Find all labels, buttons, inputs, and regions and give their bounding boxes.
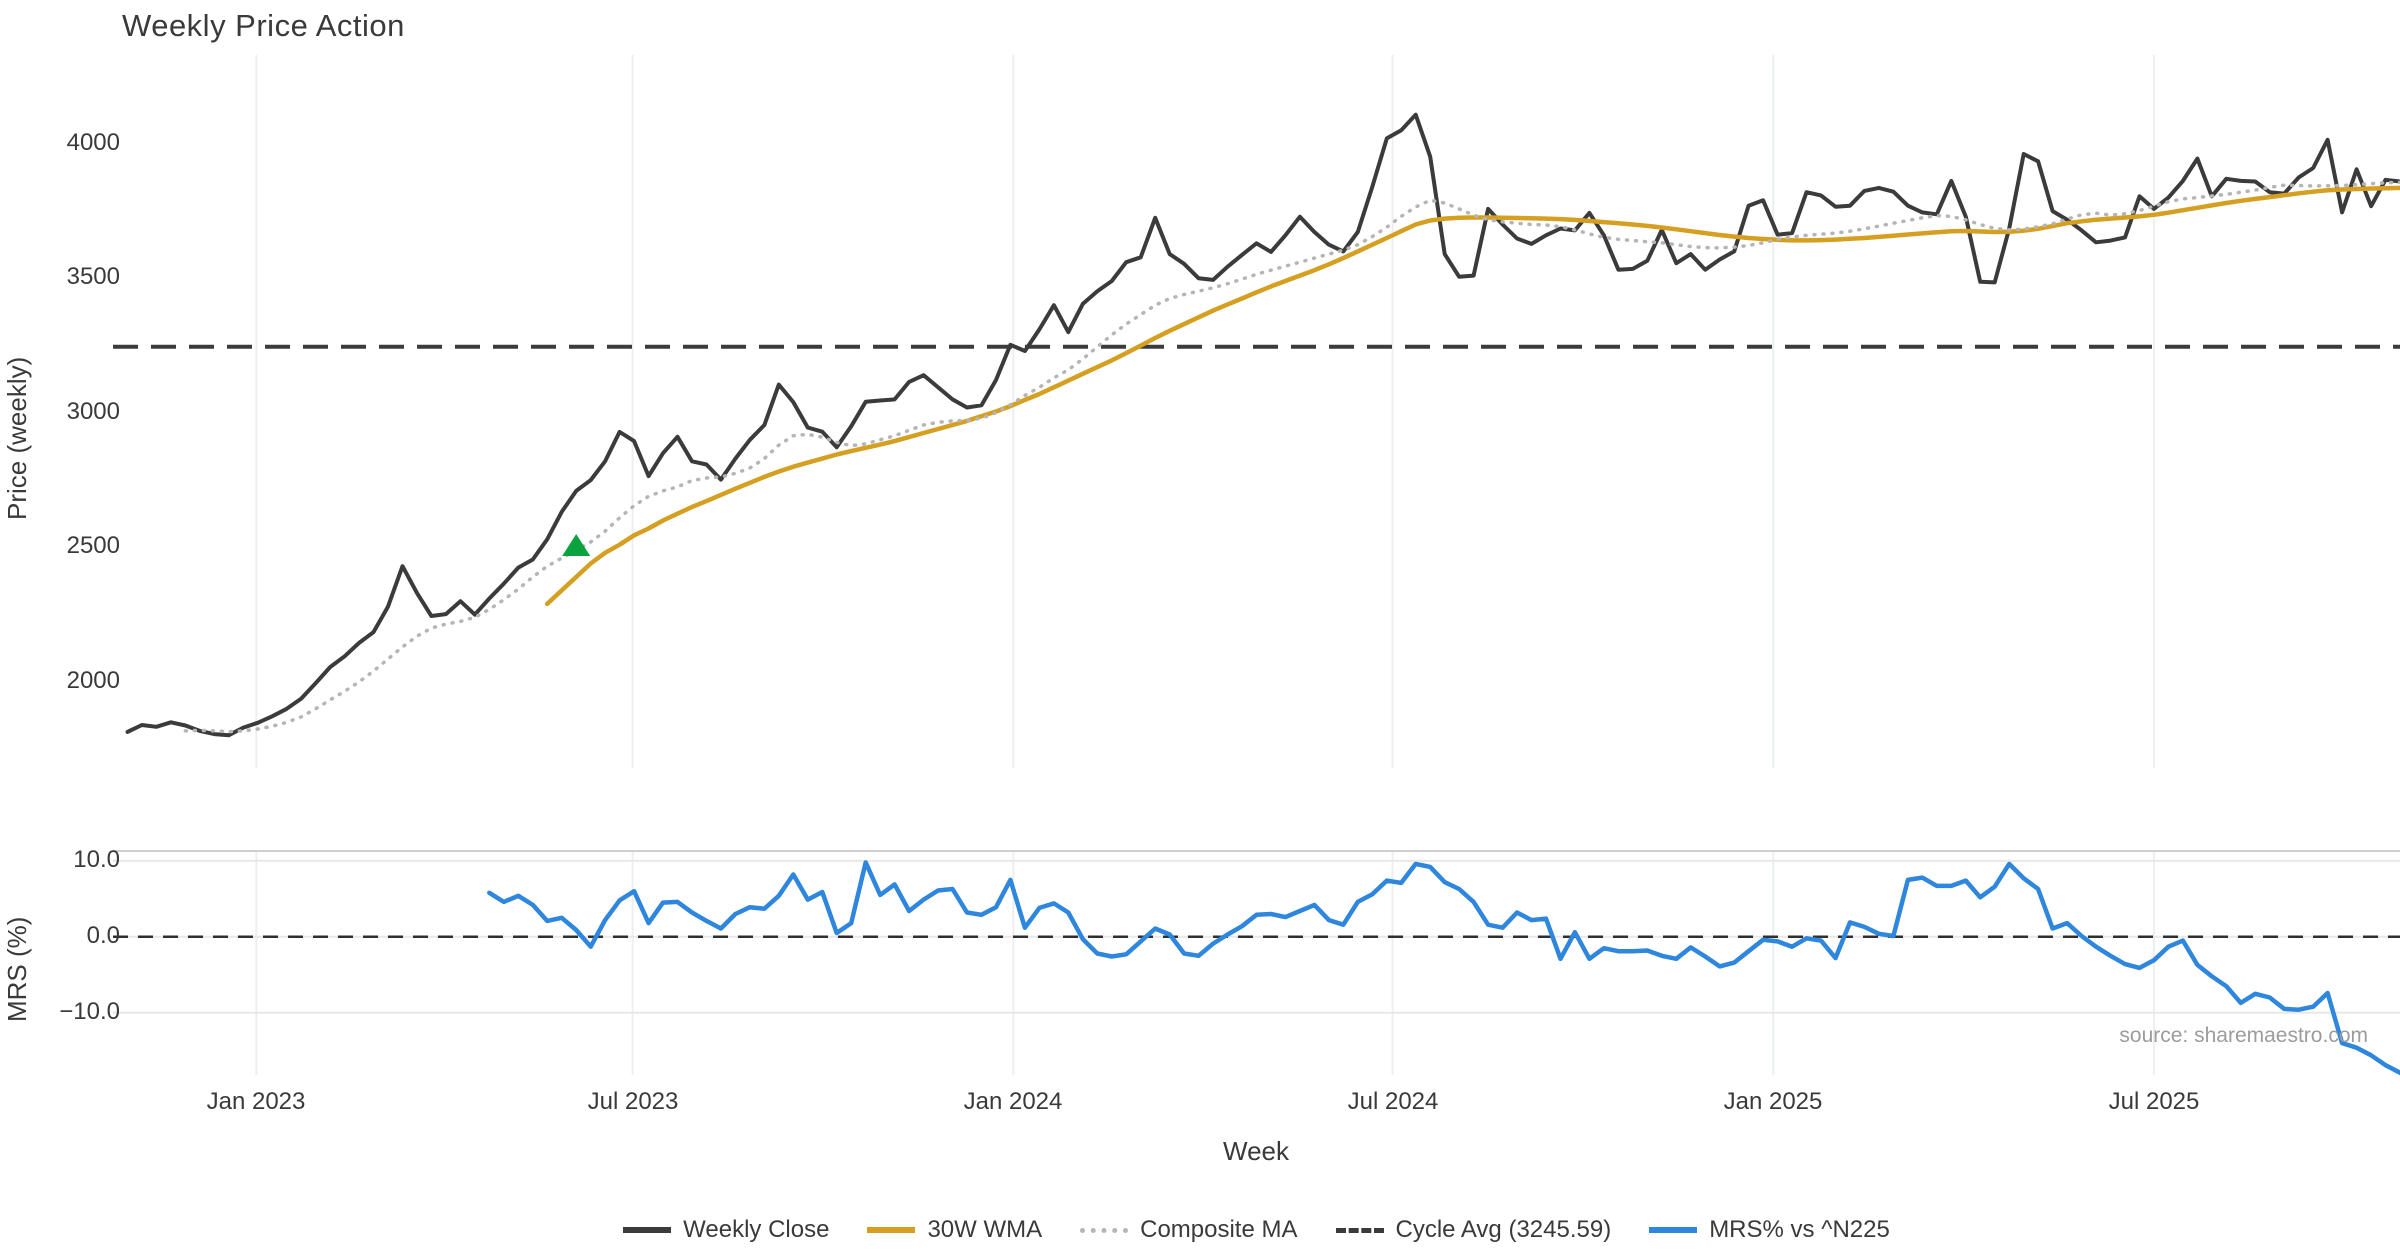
legend-label: 30W WMA — [927, 1216, 1043, 1243]
composite-ma-line — [183, 180, 2400, 734]
mrs-panel — [113, 860, 2400, 1075]
legend-swatch-dotted-line-icon — [1080, 1227, 1129, 1233]
wma-line — [544, 185, 2400, 607]
price-y-tick-label: 3000 — [66, 398, 120, 425]
legend-swatch-solid-line-icon — [867, 1227, 916, 1233]
price-y-tick-label: 2500 — [66, 532, 120, 559]
legend-swatch-solid-line-icon — [623, 1227, 672, 1233]
legend-label: MRS% vs ^N225 — [1709, 1216, 1890, 1243]
legend-swatch-solid-line-icon — [1649, 1227, 1698, 1233]
legend-label: Composite MA — [1140, 1216, 1298, 1243]
price-y-tick-label: 4000 — [66, 129, 120, 156]
x-tick-label: Jan 2024 — [963, 1088, 1063, 1115]
price-y-axis-label: Price (weekly) — [2, 356, 32, 520]
legend: Weekly Close 30W WMA Composite MA Cycle Avg… — [113, 1216, 2400, 1244]
mrs-y-tick-label: 0.0 — [86, 922, 120, 949]
x-tick-label: Jul 2023 — [587, 1088, 679, 1115]
x-tick-label: Jul 2024 — [1347, 1088, 1439, 1115]
x-tick-label: Jan 2025 — [1723, 1088, 1823, 1115]
legend-swatch-dashed-line-icon — [1335, 1227, 1384, 1233]
legend-item: Cycle Avg (3245.59) — [1335, 1216, 1612, 1244]
mrs-y-tick-label: 10.0 — [73, 846, 120, 873]
legend-item: MRS% vs ^N225 — [1649, 1216, 1890, 1244]
buy-signal-triangle-icon — [562, 534, 591, 557]
legend-item: 30W WMA — [867, 1216, 1042, 1244]
x-tick-label: Jul 2025 — [2108, 1088, 2200, 1115]
x-tick-label: Jan 2023 — [206, 1088, 306, 1115]
source-watermark: source: sharemaestro.com — [2119, 1024, 2368, 1047]
price-y-tick-label: 2000 — [66, 667, 120, 694]
gridlines — [113, 55, 2400, 1075]
x-axis-label: Week — [1223, 1136, 1289, 1166]
weekly-close-line — [125, 112, 2400, 738]
legend-item: Composite MA — [1080, 1216, 1298, 1244]
price-panel — [113, 112, 2400, 738]
chart-title: Weekly Price Action — [122, 8, 405, 43]
legend-label: Weekly Close — [683, 1216, 830, 1243]
legend-item: Weekly Close — [623, 1216, 829, 1244]
mrs-line — [487, 860, 2400, 1075]
price-y-tick-label: 3500 — [66, 263, 120, 290]
mrs-y-tick-label: −10.0 — [59, 998, 120, 1025]
legend-label: Cycle Avg (3245.59) — [1395, 1216, 1612, 1243]
